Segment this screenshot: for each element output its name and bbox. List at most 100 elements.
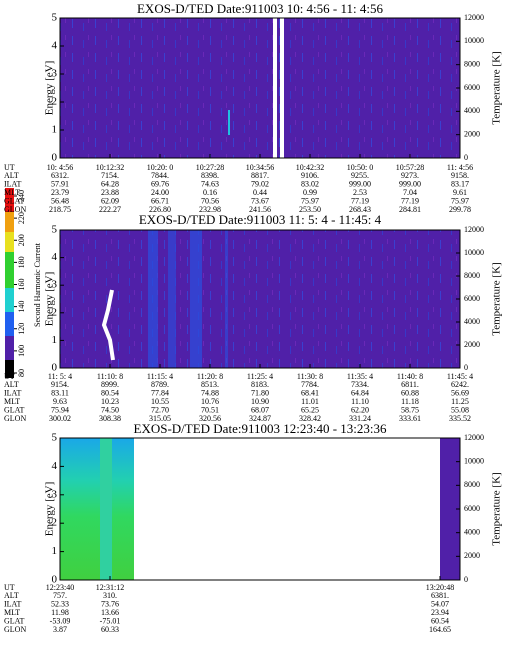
spectrogram [60, 18, 460, 158]
y-tick-label: 2 [52, 517, 58, 529]
table-cell: 222.27 [99, 205, 121, 214]
table-cell: 60.88 [401, 389, 419, 398]
table-cell: 10: 4:56 [47, 163, 73, 172]
table-cell: 60.33 [101, 625, 119, 634]
table-cell: 11:15: 4 [147, 372, 173, 381]
table-cell: 324.87 [249, 414, 271, 423]
spectrogram [60, 438, 460, 580]
y-axis-label: Energy [eV] [44, 61, 56, 115]
panel-title: EXOS-D/TED Date:911003 11: 5: 4 - 11:45:… [139, 212, 382, 227]
table-cell: 56.69 [451, 389, 469, 398]
row-label: MLT [4, 608, 20, 617]
y2-tick-label: 0 [464, 363, 468, 372]
y-tick-label: 5 [52, 12, 58, 24]
colorbar-tick-label: 180 [17, 256, 26, 268]
table-cell: 757. [53, 591, 67, 600]
y-tick-label: 1 [52, 545, 58, 557]
row-label: ILAT [4, 180, 21, 189]
table-cell: 54.07 [431, 600, 449, 609]
table-cell: 164.65 [429, 625, 451, 634]
table-cell: 83.17 [451, 180, 469, 189]
y2-tick-label: 12000 [464, 225, 484, 234]
table-cell: 64.28 [101, 180, 119, 189]
y2-tick-label: 10000 [464, 456, 484, 465]
table-cell: 10:50: 0 [347, 163, 373, 172]
table-cell: 226.80 [149, 205, 171, 214]
y-tick-label: 0 [52, 362, 58, 374]
table-cell: 23.88 [101, 188, 119, 197]
table-cell: 62.20 [351, 405, 369, 414]
table-cell: 7784. [301, 380, 319, 389]
table-cell: 52.33 [51, 600, 69, 609]
y2-tick-label: 6000 [464, 504, 480, 513]
colorbar-tick-label: 220 [17, 212, 26, 224]
table-cell: 69.76 [151, 180, 169, 189]
y2-tick-label: 0 [464, 153, 468, 162]
colorbar-tick-label: 100 [17, 345, 26, 357]
table-cell: 7154. [101, 171, 119, 180]
table-cell: 11:45: 4 [447, 372, 473, 381]
table-cell: 8817. [251, 171, 269, 180]
colorbar-tick-label: 120 [17, 323, 26, 335]
y2-tick-label: 2000 [464, 340, 480, 349]
table-cell: 11:40: 8 [397, 372, 423, 381]
table-cell: 12:23:40 [46, 583, 74, 592]
row-label: GLON [4, 205, 26, 214]
colorbar-tick-label: 240 [17, 190, 26, 202]
table-cell: 70.56 [201, 196, 219, 205]
table-cell: 77.19 [351, 196, 369, 205]
table-cell: 24.00 [151, 188, 169, 197]
table-cell: 10:34:56 [246, 163, 274, 172]
table-cell: 73.76 [101, 600, 119, 609]
table-cell: 75.97 [301, 196, 319, 205]
table-cell: 11:30: 8 [297, 372, 323, 381]
y-tick-label: 4 [52, 460, 58, 472]
table-cell: 10.55 [151, 397, 169, 406]
table-cell: 284.81 [399, 205, 421, 214]
table-cell: 6811. [401, 380, 419, 389]
y2-tick-label: 2000 [464, 551, 480, 560]
table-cell: 10:57:28 [396, 163, 424, 172]
y-tick-label: 3 [52, 488, 58, 500]
table-cell: 23.94 [431, 608, 449, 617]
table-cell: 74.50 [101, 405, 119, 414]
colorbar-label: Second Harmonic Current [33, 242, 42, 327]
table-cell: 11: 5: 4 [48, 372, 72, 381]
y-tick-label: 3 [52, 68, 58, 80]
table-cell: 23.79 [51, 188, 69, 197]
table-cell: 73.67 [251, 196, 269, 205]
table-cell: 66.71 [151, 196, 169, 205]
table-cell: 11:35: 4 [347, 372, 373, 381]
row-label: GLAT [4, 405, 25, 414]
colorbar-tick-label: 160 [17, 279, 26, 291]
y-axis-label: Energy [eV] [44, 482, 56, 536]
panel-title: EXOS-D/TED Date:911003 12:23:40 - 13:23:… [134, 421, 387, 436]
table-cell: 13:20:48 [426, 583, 454, 592]
table-cell: 57.91 [51, 180, 69, 189]
table-cell: 11: 4:56 [447, 163, 473, 172]
row-label: GLON [4, 625, 26, 634]
table-cell: -53.09 [50, 616, 71, 625]
y-tick-label: 2 [52, 306, 58, 318]
table-cell: 218.75 [49, 205, 71, 214]
table-cell: 0.99 [303, 188, 317, 197]
table-cell: 9273. [401, 171, 419, 180]
table-cell: 56.48 [51, 196, 69, 205]
table-cell: 333.61 [399, 414, 421, 423]
table-cell: 0.16 [203, 188, 217, 197]
table-cell: 9.61 [453, 188, 467, 197]
table-cell: 268.43 [349, 205, 371, 214]
table-cell: 55.08 [451, 405, 469, 414]
table-cell: 8789. [151, 380, 169, 389]
y-tick-label: 4 [52, 251, 58, 263]
table-cell: 71.80 [251, 389, 269, 398]
y2-tick-label: 4000 [464, 527, 480, 536]
row-label: ALT [4, 171, 19, 180]
table-cell: 232.98 [199, 205, 221, 214]
y-tick-label: 1 [52, 124, 58, 136]
table-cell: 68.41 [301, 389, 319, 398]
table-cell: 9255. [351, 171, 369, 180]
table-cell: 9106. [301, 171, 319, 180]
y2-axis-label: Temperature [K] [491, 51, 503, 124]
